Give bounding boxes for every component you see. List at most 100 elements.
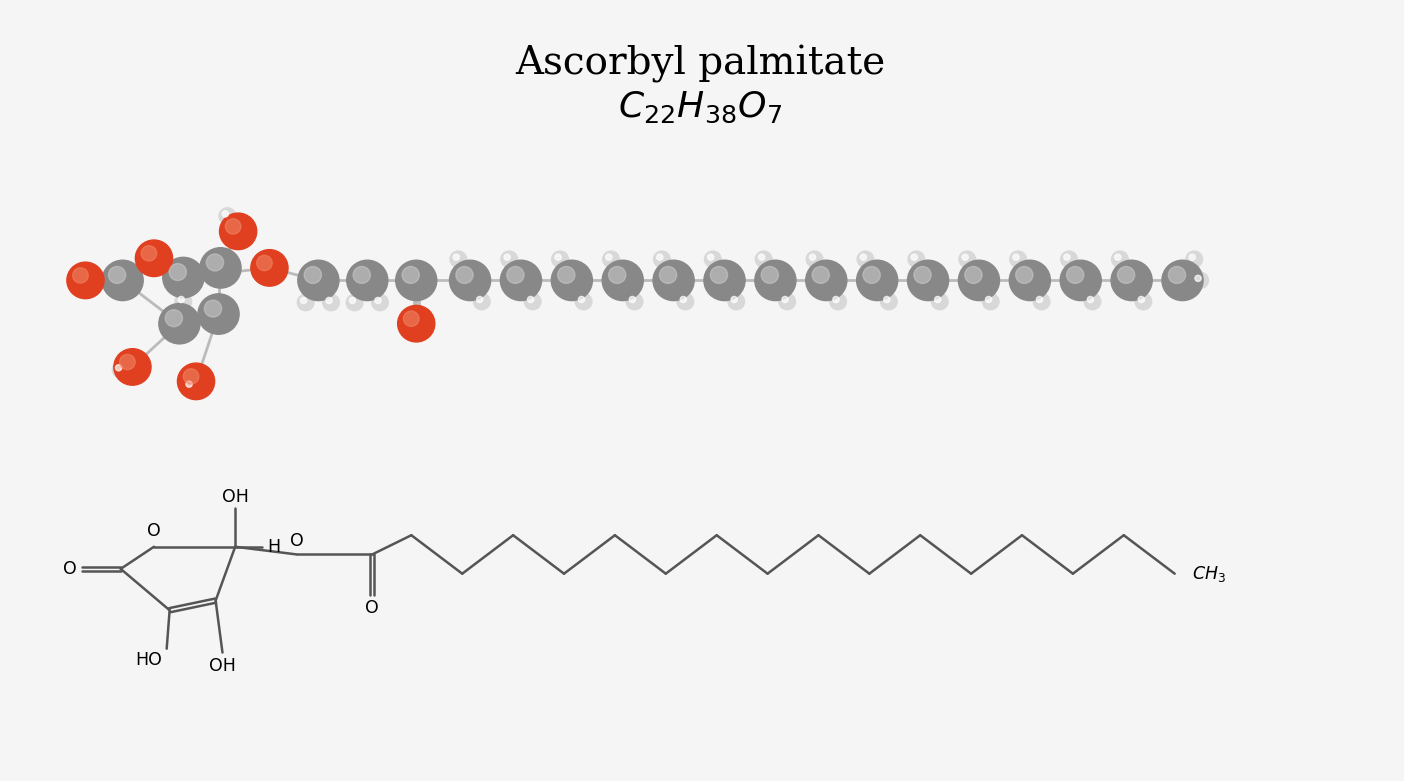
Circle shape	[758, 254, 765, 260]
Circle shape	[578, 297, 584, 302]
Circle shape	[1139, 297, 1144, 302]
Circle shape	[660, 266, 677, 284]
Text: O: O	[291, 532, 303, 550]
Circle shape	[1087, 297, 1094, 302]
Circle shape	[1118, 266, 1134, 284]
Circle shape	[115, 365, 122, 371]
Circle shape	[761, 266, 778, 284]
Circle shape	[626, 294, 643, 310]
Circle shape	[183, 369, 199, 384]
Circle shape	[225, 219, 241, 234]
Circle shape	[856, 260, 897, 301]
Circle shape	[727, 294, 744, 310]
Circle shape	[911, 254, 917, 260]
Circle shape	[629, 297, 636, 302]
Circle shape	[557, 266, 574, 284]
Circle shape	[176, 294, 191, 310]
Circle shape	[397, 305, 435, 342]
Circle shape	[456, 266, 473, 284]
Circle shape	[755, 260, 796, 301]
Circle shape	[375, 298, 380, 304]
Circle shape	[166, 310, 183, 326]
Circle shape	[812, 266, 830, 284]
Text: $CH_3$: $CH_3$	[1192, 564, 1226, 583]
Circle shape	[1084, 294, 1101, 310]
Circle shape	[501, 251, 518, 267]
Circle shape	[983, 294, 1000, 310]
Circle shape	[931, 294, 948, 310]
Circle shape	[856, 251, 873, 267]
Circle shape	[1168, 266, 1185, 284]
Circle shape	[1064, 254, 1070, 260]
Circle shape	[705, 251, 722, 267]
Circle shape	[142, 246, 157, 261]
Circle shape	[731, 297, 737, 302]
Circle shape	[653, 251, 670, 267]
Circle shape	[449, 260, 490, 301]
Circle shape	[1192, 273, 1209, 288]
Circle shape	[1163, 260, 1203, 301]
Circle shape	[710, 266, 727, 284]
Circle shape	[326, 298, 333, 304]
Circle shape	[863, 266, 880, 284]
Circle shape	[680, 297, 687, 302]
Circle shape	[251, 250, 288, 286]
Circle shape	[1033, 294, 1050, 310]
Circle shape	[199, 248, 241, 288]
Circle shape	[708, 254, 713, 260]
Circle shape	[1134, 294, 1151, 310]
Circle shape	[1112, 251, 1129, 267]
Circle shape	[755, 251, 772, 267]
Circle shape	[959, 260, 1000, 301]
Circle shape	[350, 298, 355, 304]
Circle shape	[396, 260, 437, 301]
Circle shape	[779, 294, 796, 310]
Circle shape	[833, 297, 840, 302]
Circle shape	[1015, 266, 1033, 284]
Circle shape	[451, 251, 466, 267]
Circle shape	[67, 262, 104, 298]
Circle shape	[657, 254, 663, 260]
Circle shape	[1060, 251, 1077, 267]
Circle shape	[119, 355, 135, 369]
Circle shape	[883, 297, 890, 302]
Circle shape	[986, 297, 991, 302]
Circle shape	[159, 304, 199, 344]
Circle shape	[198, 294, 239, 334]
Circle shape	[219, 213, 257, 250]
Circle shape	[1067, 266, 1084, 284]
Circle shape	[528, 297, 534, 302]
Circle shape	[914, 266, 931, 284]
Circle shape	[222, 211, 229, 217]
Circle shape	[300, 298, 306, 304]
Circle shape	[473, 294, 490, 310]
Circle shape	[305, 266, 322, 284]
Circle shape	[524, 294, 541, 310]
Circle shape	[354, 266, 371, 284]
Circle shape	[298, 260, 338, 301]
Circle shape	[347, 260, 388, 301]
Circle shape	[1060, 260, 1101, 301]
Text: OH: OH	[209, 657, 236, 675]
Circle shape	[605, 254, 612, 260]
Circle shape	[403, 311, 418, 326]
Circle shape	[806, 251, 823, 267]
Circle shape	[500, 260, 542, 301]
Circle shape	[402, 266, 420, 284]
Circle shape	[323, 294, 340, 311]
Circle shape	[703, 260, 746, 301]
Text: Ascorbyl palmitate: Ascorbyl palmitate	[515, 45, 885, 83]
Circle shape	[168, 263, 187, 280]
Circle shape	[552, 251, 569, 267]
Circle shape	[372, 294, 389, 311]
Circle shape	[1189, 254, 1195, 260]
Circle shape	[830, 294, 847, 310]
Circle shape	[1036, 297, 1043, 302]
Circle shape	[219, 208, 236, 224]
Circle shape	[298, 294, 314, 311]
Circle shape	[935, 297, 941, 302]
Circle shape	[114, 348, 152, 385]
Circle shape	[677, 294, 694, 310]
Circle shape	[602, 260, 643, 301]
Circle shape	[552, 260, 592, 301]
